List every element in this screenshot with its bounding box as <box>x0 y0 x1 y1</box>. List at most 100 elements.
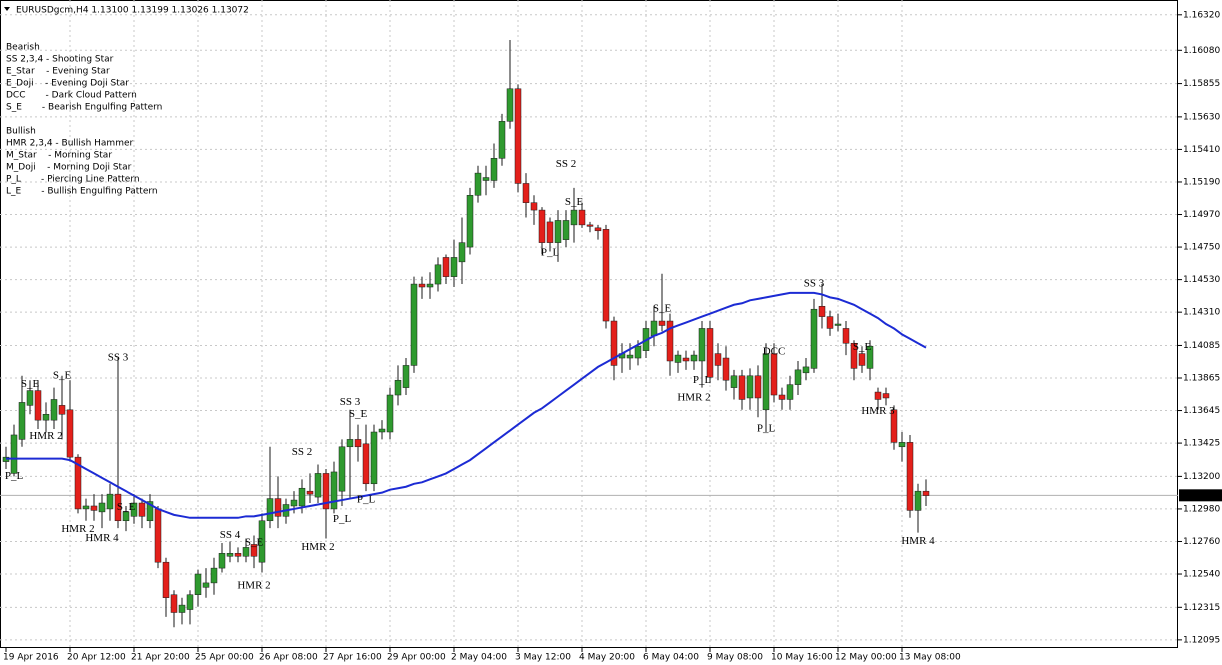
x-tick-label: 20 Apr 12:00 <box>67 653 126 663</box>
candle-body <box>482 177 490 181</box>
texts: EURUSDgcm,H4 1.13100 1.13199 1.13026 1.1… <box>3 6 1222 663</box>
y-tick-label: 1.15410 <box>1183 145 1220 155</box>
candle-body <box>18 402 26 440</box>
candle-body <box>410 283 418 366</box>
candle-body <box>594 227 602 232</box>
y-tick-label: 1.13865 <box>1183 374 1220 384</box>
candle-body <box>834 323 842 326</box>
candle-body <box>650 320 658 337</box>
pattern-label: HMR 2 <box>237 579 270 591</box>
pattern-label: S_E <box>565 196 584 208</box>
candle-body <box>922 490 930 496</box>
pattern-label: P_L <box>693 374 712 386</box>
pattern-label: SS 4 <box>220 529 241 541</box>
candle-body <box>858 353 866 366</box>
candle-body <box>522 183 530 203</box>
candle-body <box>634 345 642 359</box>
candle-body <box>738 375 746 400</box>
candle-body <box>122 511 130 522</box>
candle-body <box>274 498 282 517</box>
candle-body <box>130 502 138 517</box>
pattern-label: HMR 2 <box>29 430 62 442</box>
x-tick-label: 12 May 00:00 <box>835 653 897 663</box>
pattern-label: HMR 4 <box>85 532 119 544</box>
x-tick-label: 19 Apr 2016 <box>3 653 59 663</box>
legend-line: S_E - Bearish Engulfing Pattern <box>6 103 162 113</box>
legend-line: E_Star - Evening Star <box>6 67 110 77</box>
candle-body <box>570 209 578 226</box>
candle-body <box>306 490 314 495</box>
candle-body <box>10 434 18 474</box>
pattern-label: SS 3 <box>340 396 361 408</box>
candle-body <box>602 229 610 322</box>
y-tick-label: 1.13645 <box>1183 406 1220 416</box>
candle-body <box>826 316 834 329</box>
candle-body <box>554 220 562 243</box>
candle-body <box>98 502 106 513</box>
candle-body <box>866 345 874 369</box>
pattern-label: P_L <box>357 494 376 506</box>
candle-body <box>706 328 714 378</box>
candle-body <box>666 320 674 362</box>
candle-body <box>586 224 594 227</box>
x-tick-label: 10 May 16:00 <box>771 653 833 663</box>
candle-body <box>786 384 794 400</box>
candle-body <box>346 439 354 448</box>
candle-body <box>154 508 162 563</box>
x-tick-label: 2 May 04:00 <box>451 653 507 663</box>
candle-body <box>850 342 858 369</box>
y-tick-label: 1.12540 <box>1183 570 1220 580</box>
candle-body <box>426 283 434 288</box>
pattern-label: P_L <box>5 470 24 482</box>
candle-body <box>610 320 618 366</box>
legend-line: M_Star - Morning Star <box>6 151 112 161</box>
x-tick-label: 13 May 08:00 <box>899 653 961 663</box>
y-tick-label: 1.14085 <box>1183 341 1220 351</box>
pattern-label: DCC <box>763 346 786 358</box>
x-tick-label: 3 May 12:00 <box>515 653 571 663</box>
candle-body <box>418 283 426 288</box>
candle-body <box>898 442 906 448</box>
candle-body <box>458 242 466 263</box>
moving-average <box>6 291 927 519</box>
candle-body <box>338 446 346 492</box>
candle-body <box>882 393 890 399</box>
candle-body <box>90 505 98 511</box>
candle-body <box>490 158 498 181</box>
pattern-label: P_L <box>541 247 560 259</box>
legend-line: E_Doji - Evening Doji Star <box>6 79 129 89</box>
candle-body <box>466 195 474 248</box>
y-tick-label: 1.14750 <box>1183 243 1220 253</box>
candle-body <box>370 431 378 485</box>
candle-body <box>770 353 778 396</box>
candle-body <box>362 443 370 485</box>
y-tick-label: 1.15190 <box>1183 177 1220 187</box>
marks <box>2 39 930 628</box>
pattern-label: HMR 2 <box>61 523 94 535</box>
candle-body <box>42 413 50 421</box>
menu-arrow[interactable] <box>4 7 10 11</box>
chart-title: EURUSDgcm,H4 1.13100 1.13199 1.13026 1.1… <box>16 6 249 16</box>
candle-body <box>298 487 306 507</box>
candle-body <box>218 553 226 569</box>
candle-body <box>802 366 810 374</box>
candle-body <box>186 594 194 610</box>
x-tick-label: 26 Apr 08:00 <box>259 653 318 663</box>
y-tick-label: 1.13200 <box>1183 472 1220 482</box>
legend-line: P_L - Piercing Line Pattern <box>6 175 140 185</box>
candle-body <box>762 353 770 411</box>
candle-body <box>626 354 634 359</box>
candle-body <box>690 354 698 362</box>
y-tick-label: 1.13425 <box>1183 439 1220 449</box>
y-tick-label: 1.15630 <box>1183 112 1220 122</box>
candle-body <box>714 353 722 366</box>
pattern-label: P_L <box>333 513 352 525</box>
candle-body <box>474 172 482 196</box>
pattern-label: S_E <box>349 408 368 420</box>
candle-body <box>170 594 178 613</box>
candle-body <box>386 394 394 433</box>
candle-body <box>322 473 330 510</box>
x-tick-label: 21 Apr 20:00 <box>131 653 190 663</box>
y-tick-label: 1.12315 <box>1183 603 1220 613</box>
candle-body <box>194 573 202 595</box>
